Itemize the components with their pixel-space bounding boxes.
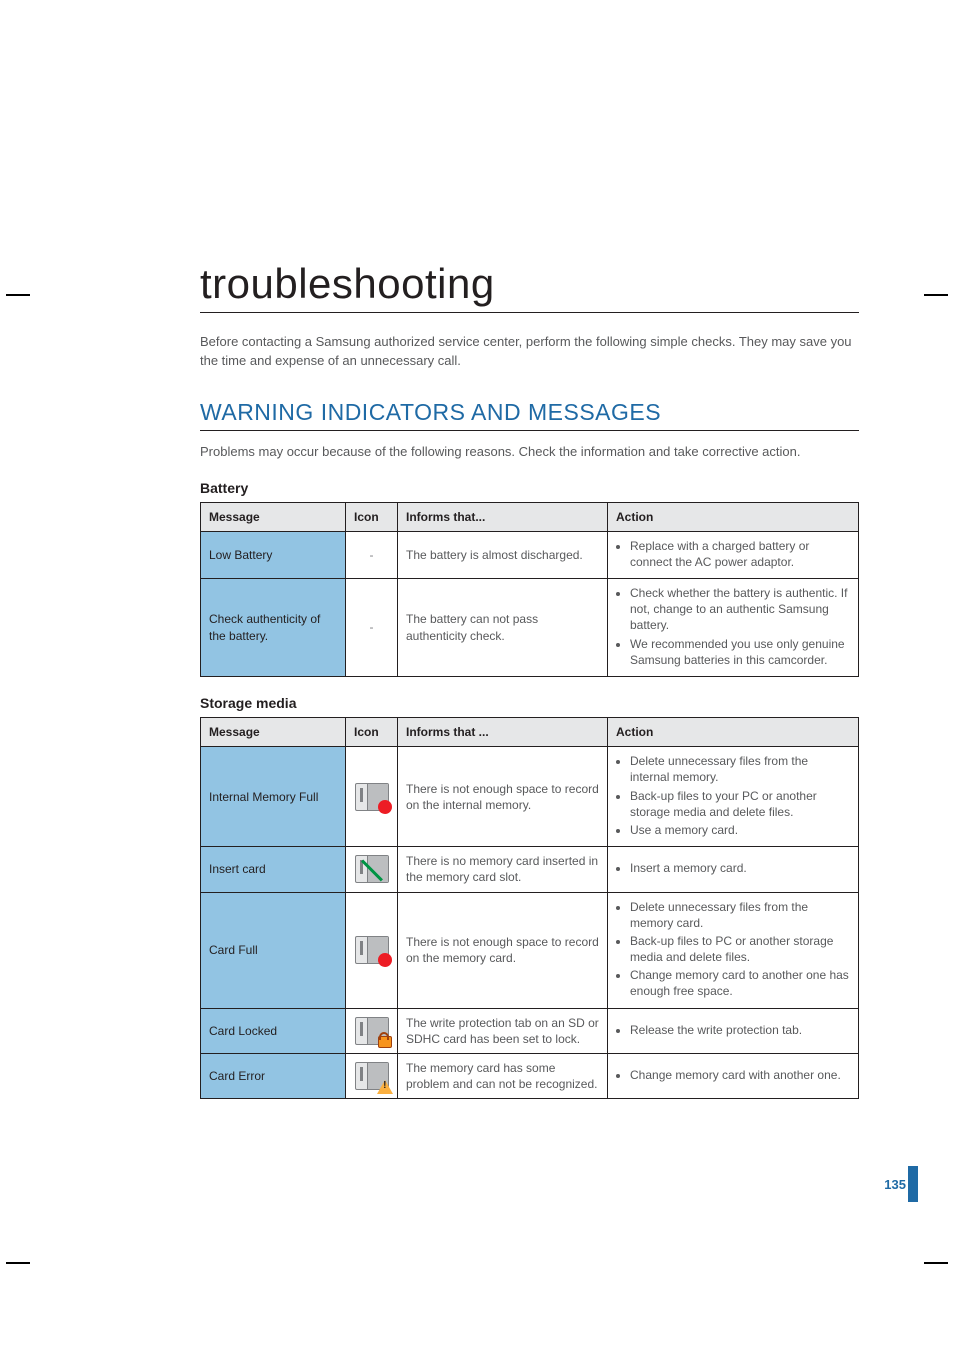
page: troubleshooting Before contacting a Sams… <box>0 0 954 1350</box>
message-cell: Card Error <box>201 1054 346 1099</box>
sd-card-icon <box>355 936 389 964</box>
action-cell: Delete unnecessary files from the memory… <box>608 892 859 1008</box>
message-cell: Low Battery <box>201 531 346 578</box>
dash-icon: - <box>370 548 374 562</box>
informs-cell: The memory card has some problem and can… <box>398 1054 608 1099</box>
battery-table: Message Icon Informs that... Action Low … <box>200 502 859 678</box>
action-item: Insert a memory card. <box>630 860 850 876</box>
storage-table: Message Icon Informs that ... Action Int… <box>200 717 859 1099</box>
intro-text: Before contacting a Samsung authorized s… <box>200 333 859 371</box>
table-row: Card Error! The memory card has some prob… <box>201 1054 859 1099</box>
action-item: Delete unnecessary files from the memory… <box>630 899 850 931</box>
col-informs: Informs that... <box>398 502 608 531</box>
col-icon: Icon <box>346 718 398 747</box>
action-cell: Check whether the battery is authentic. … <box>608 579 859 677</box>
sd-card-icon <box>355 1017 389 1045</box>
dash-icon: - <box>370 620 374 634</box>
action-item: Change memory card with another one. <box>630 1067 850 1083</box>
message-cell: Card Locked <box>201 1008 346 1053</box>
icon-cell: - <box>346 579 398 677</box>
informs-cell: There is not enough space to record on t… <box>398 747 608 847</box>
page-title: troubleshooting <box>200 260 859 313</box>
col-action: Action <box>608 718 859 747</box>
informs-cell: The battery can not pass authenticity ch… <box>398 579 608 677</box>
col-action: Action <box>608 502 859 531</box>
action-item: Delete unnecessary files from the intern… <box>630 753 850 785</box>
icon-cell <box>346 892 398 1008</box>
icon-cell <box>346 847 398 892</box>
message-cell: Internal Memory Full <box>201 747 346 847</box>
action-item: Back-up files to your PC or another stor… <box>630 788 850 820</box>
section-heading: WARNING INDICATORS AND MESSAGES <box>200 399 859 431</box>
sd-card-icon <box>355 783 389 811</box>
icon-cell: ! <box>346 1054 398 1099</box>
table-header-row: Message Icon Informs that ... Action <box>201 718 859 747</box>
action-item: Check whether the battery is authentic. … <box>630 585 850 634</box>
col-message: Message <box>201 502 346 531</box>
table-row: Low Battery - The battery is almost discha… <box>201 531 859 578</box>
action-item: Change memory card to another one has en… <box>630 967 850 999</box>
side-accent-bar <box>908 1166 918 1202</box>
table-row: Card Full There is not enough space to re… <box>201 892 859 1008</box>
sd-card-icon: ! <box>355 1062 389 1090</box>
action-cell: Release the write protection tab. <box>608 1008 859 1053</box>
icon-cell <box>346 1008 398 1053</box>
action-item: Release the write protection tab. <box>630 1022 850 1038</box>
col-informs: Informs that ... <box>398 718 608 747</box>
message-cell: Card Full <box>201 892 346 1008</box>
informs-cell: There is no memory card inserted in the … <box>398 847 608 892</box>
informs-cell: The write protection tab on an SD or SDH… <box>398 1008 608 1053</box>
icon-cell: - <box>346 531 398 578</box>
table-row: Internal Memory Full There is not enough … <box>201 747 859 847</box>
col-message: Message <box>201 718 346 747</box>
action-cell: Replace with a charged battery or connec… <box>608 531 859 578</box>
informs-cell: There is not enough space to record on t… <box>398 892 608 1008</box>
message-cell: Check authenticity of the battery. <box>201 579 346 677</box>
table-header-row: Message Icon Informs that... Action <box>201 502 859 531</box>
storage-heading: Storage media <box>200 695 859 711</box>
table-row: Insert card There is no memory card inser… <box>201 847 859 892</box>
sd-card-icon <box>355 855 389 883</box>
col-icon: Icon <box>346 502 398 531</box>
action-cell: Delete unnecessary files from the intern… <box>608 747 859 847</box>
battery-heading: Battery <box>200 480 859 496</box>
action-item: We recommended you use only genuine Sams… <box>630 636 850 668</box>
action-cell: Insert a memory card. <box>608 847 859 892</box>
table-row: Card Locked The write protection tab on a… <box>201 1008 859 1053</box>
icon-cell <box>346 747 398 847</box>
action-item: Replace with a charged battery or connec… <box>630 538 850 570</box>
action-cell: Change memory card with another one. <box>608 1054 859 1099</box>
section-intro: Problems may occur because of the follow… <box>200 443 859 462</box>
message-cell: Insert card <box>201 847 346 892</box>
action-item: Use a memory card. <box>630 822 850 838</box>
table-row: Check authenticity of the battery. - The b… <box>201 579 859 677</box>
informs-cell: The battery is almost discharged. <box>398 531 608 578</box>
page-number: 135 <box>884 1177 906 1192</box>
action-item: Back-up files to PC or another storage m… <box>630 933 850 965</box>
